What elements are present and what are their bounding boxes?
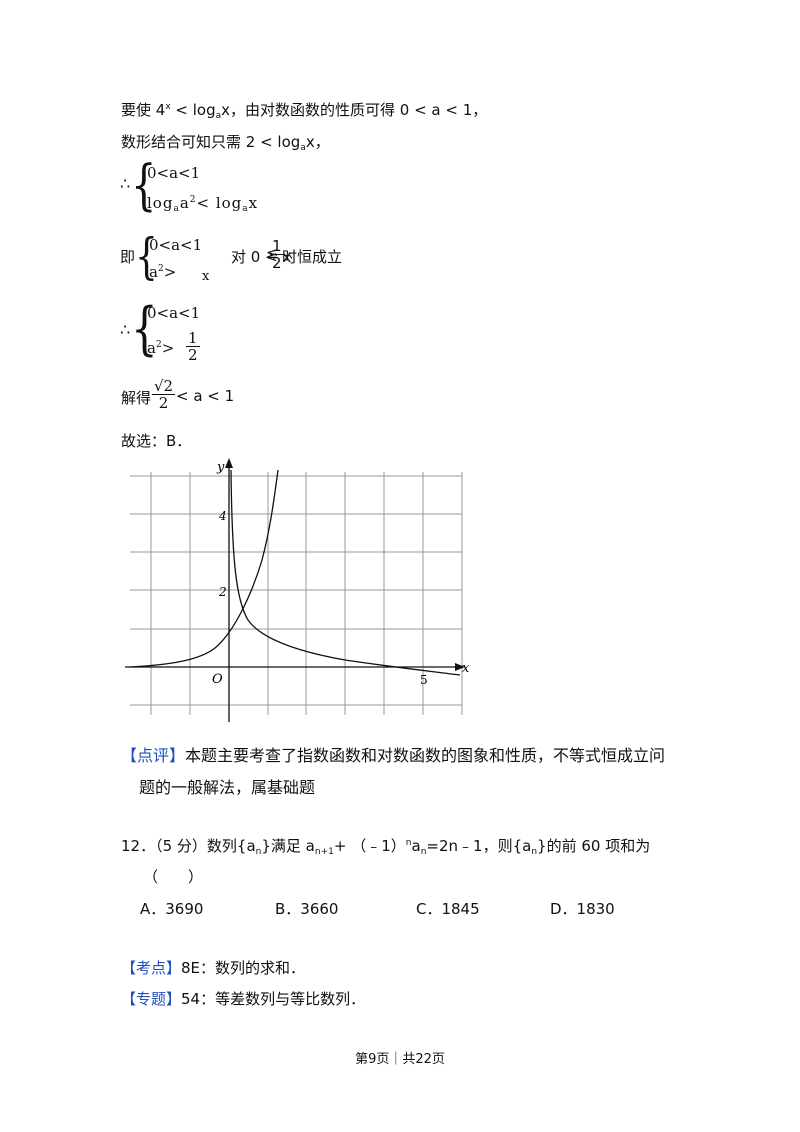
therefore-symbol: ∴ [120, 174, 131, 193]
solve-post: < a < 1 [176, 387, 235, 405]
solve-pre: 解得 [121, 389, 152, 407]
sys2-op: > [163, 263, 177, 281]
sys2-cond-le: ≤ [266, 244, 279, 262]
sys1-sub2: a [242, 204, 249, 214]
sys2-sup: 2 [157, 264, 164, 274]
option-c: C．1845 [416, 900, 480, 918]
q12-t4s: n [420, 847, 427, 857]
origin-label: O [212, 672, 223, 687]
sys1-op: < log [196, 194, 243, 212]
l1-mid: < log [170, 101, 216, 119]
sys1-row2: logaa2< logax [147, 194, 259, 214]
sys1-a: a [179, 194, 190, 212]
frac-num: √2 [152, 377, 176, 395]
sys1-sub: a [173, 204, 180, 214]
solve-frac: √2 2 [152, 377, 176, 412]
y-tick-4: 4 [218, 509, 227, 523]
sys1-log: log [147, 194, 174, 212]
function-graph: y x O 4 2 5 [125, 458, 470, 722]
q12-number: 12． [121, 837, 156, 855]
q12-t3sup: n [405, 838, 412, 848]
frac-den: 2 [188, 346, 198, 364]
sys2-row1: 0<a<1 [149, 236, 203, 254]
kaodian-line: 【考点】8E：数列的求和． [121, 957, 305, 978]
q12-t2s: n+1 [314, 847, 334, 857]
zhuanti-line: 【专题】54：等差数列与等比数列． [121, 988, 365, 1009]
l1-post: x，由对数函数的性质可得 0 < a < 1， [221, 101, 488, 119]
sys1-sup: 2 [189, 195, 197, 205]
exponential-curve [129, 469, 279, 668]
l1-sub: a [215, 111, 222, 121]
l2-sub: a [300, 143, 306, 153]
frac-num: 1 [186, 329, 200, 347]
brace: { [135, 229, 158, 285]
sys2-cond-pre: 对 0 < x [231, 248, 292, 266]
sys1-row1: 0<a<1 [147, 164, 201, 182]
l2-pre: 数形结合可知只需 2 < log [121, 133, 301, 151]
brace: { [131, 154, 157, 218]
logarithm-curve [230, 469, 461, 676]
grid [130, 472, 463, 715]
zhuanti-tag: 【专题】 [121, 990, 182, 1008]
frac-num: 1 [270, 237, 284, 255]
kaodian-tag: 【考点】 [121, 959, 182, 977]
therefore-symbol: ∴ [120, 320, 131, 339]
zhuanti-text: 54：等差数列与等比数列． [181, 990, 366, 1008]
q12-t1s: n [255, 847, 262, 857]
sys3-row2: a2> [147, 339, 174, 357]
y-axis-label: y [216, 460, 225, 475]
q12-t4: a [411, 837, 421, 855]
comment-tag: 【点评】 [121, 746, 186, 765]
comment-line-1: 【点评】本题主要考查了指数函数和对数函数的图象和性质，不等式恒成立问 [121, 742, 665, 766]
comment-text-1: 本题主要考查了指数函数和对数函数的图象和性质，不等式恒成立问 [185, 746, 666, 765]
q12-t3: + （﹣1） [333, 837, 406, 855]
text-line-2: 数形结合可知只需 2 < logax， [121, 131, 330, 153]
sys3-sup: 2 [155, 340, 162, 350]
q12-t2: }满足 a [261, 837, 315, 855]
l1-pre: 要使 4 [121, 101, 166, 119]
page-footer: 第9页｜共22页 [355, 1052, 445, 1067]
sys2-prefix: 即 [120, 248, 136, 266]
sys3-row1: 0<a<1 [147, 304, 201, 322]
y-tick-2: 2 [218, 585, 227, 599]
system-1: ∴ { 0<a<1 logaa2< logax [120, 154, 320, 222]
sys1-x: x [248, 194, 259, 212]
q12-answer-blank: （ ） [143, 868, 204, 886]
q12-t5s: n [531, 847, 538, 857]
x-axis-arrow [455, 663, 465, 671]
sys3-op: > [161, 339, 175, 357]
q12-t1: 数列{a [206, 837, 256, 855]
x-tick-5: 5 [420, 673, 428, 687]
frac-den: 2 [272, 254, 282, 272]
x-axis-label: x [462, 661, 470, 676]
question-12: 12．（5 分）数列{an}满足 an+1+ （﹣1）nan=2n﹣1，则{an… [121, 835, 651, 857]
kaodian-text: 8E：数列的求和． [181, 959, 306, 977]
sys2-a: a [149, 263, 158, 281]
l2-post: x， [305, 133, 330, 151]
option-a: A．3690 [140, 900, 204, 918]
brace: { [131, 295, 158, 362]
l1-sup: x [165, 102, 171, 112]
sys2-x: x [202, 269, 210, 284]
q12-score: （5 分） [155, 837, 207, 855]
option-b: B．3660 [275, 900, 339, 918]
option-d: D．1830 [550, 900, 615, 918]
sys3-a: a [147, 339, 156, 357]
text-line-1: 要使 4x < logax，由对数函数的性质可得 0 < a < 1， [121, 99, 488, 121]
q12-t6: }的前 60 项和为 [537, 837, 651, 855]
q12-t5: =2n﹣1，则{a [426, 837, 532, 855]
frac-den: 2 [158, 394, 169, 412]
comment-line-2: 题的一般解法，属基础题 [139, 778, 316, 797]
y-axis-arrow [225, 458, 233, 468]
answer-line: 故选：B． [121, 432, 192, 450]
sys2-row2: a2> [149, 263, 176, 281]
sys2-cond-post: 时恒成立 [282, 248, 343, 266]
